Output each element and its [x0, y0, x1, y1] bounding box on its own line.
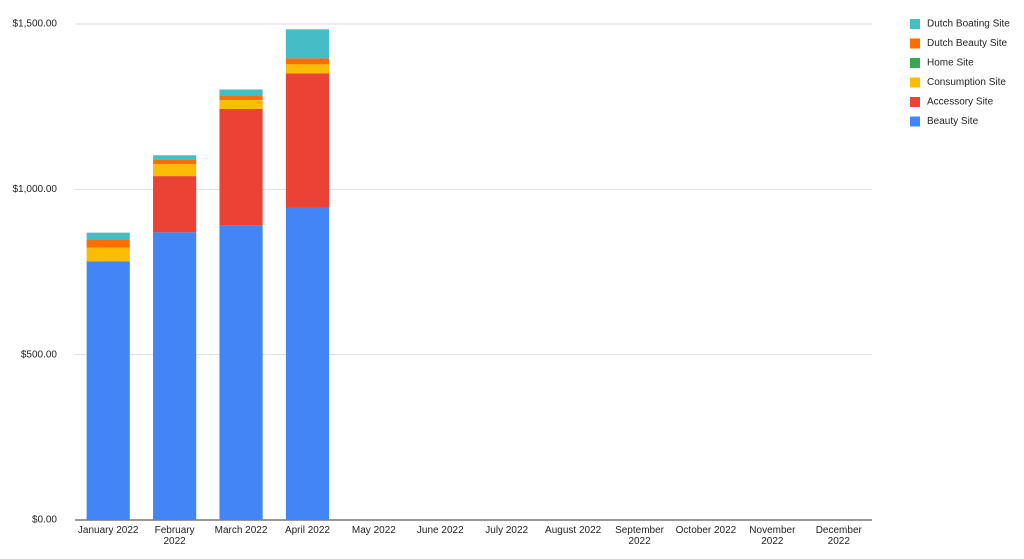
legend-swatch	[910, 58, 920, 68]
legend-swatch	[910, 38, 920, 49]
x-tick-label: January 2022	[77, 525, 139, 536]
bar-segment	[86, 247, 130, 262]
x-tick-label: March 2022	[214, 525, 268, 536]
x-tick-label: November 2022	[749, 525, 796, 547]
y-tick-label: $500.00	[21, 349, 58, 360]
legend-swatch	[910, 77, 920, 88]
legend-swatch	[910, 19, 920, 29]
legend-label: Dutch Boating Site	[927, 19, 1010, 30]
bar-segment	[86, 261, 130, 520]
bar-segment	[219, 100, 263, 109]
bar-segment	[153, 164, 197, 177]
bar-segment	[219, 95, 263, 100]
x-tick-label: October 2022	[675, 525, 737, 536]
legend-label: Dutch Beauty Site	[927, 38, 1007, 49]
bar-segment	[285, 64, 330, 74]
bar-segment	[219, 99, 263, 101]
bar-segment	[153, 176, 197, 233]
bar-segment	[219, 225, 263, 520]
bar-segment	[153, 232, 197, 520]
x-tick-label: August 2022	[545, 525, 602, 536]
bar-segment	[219, 89, 263, 96]
bar-segment	[219, 108, 263, 226]
x-tick-label: July 2022	[485, 525, 529, 536]
legend-swatch	[910, 116, 920, 127]
legend-label: Consumption Site	[927, 77, 1006, 88]
y-tick-label: $1,000.00	[13, 184, 58, 195]
legend-label: Beauty Site	[927, 116, 979, 127]
x-tick-label: June 2022	[416, 525, 464, 536]
bar-segment	[285, 207, 330, 520]
bar-segment	[86, 232, 130, 240]
x-tick-label: May 2022	[351, 525, 396, 536]
y-tick-label: $0.00	[32, 515, 57, 526]
bar-segment	[285, 29, 330, 59]
bar-segment	[285, 58, 330, 65]
bar-segment	[86, 239, 130, 248]
legend-swatch	[910, 97, 920, 107]
legend-label: Accessory Site	[927, 97, 994, 108]
x-tick-label: April 2022	[284, 525, 330, 536]
x-tick-label: December 2022	[815, 525, 862, 547]
x-tick-label: September 2022	[615, 525, 664, 547]
y-tick-label: $1,500.00	[13, 19, 58, 30]
bar-segment	[285, 73, 330, 208]
legend-label: Home Site	[927, 58, 974, 69]
bar-segment	[153, 159, 197, 165]
x-tick-label: February 2022	[154, 525, 195, 547]
bar-segment	[153, 155, 197, 160]
